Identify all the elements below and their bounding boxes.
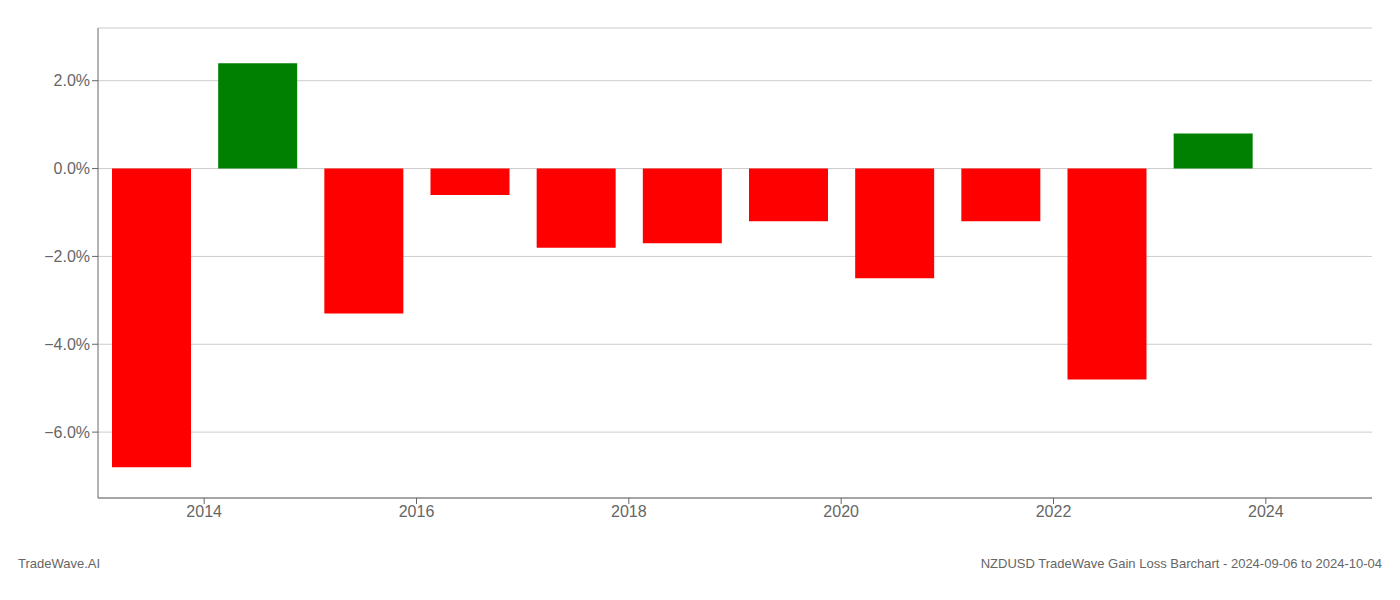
svg-text:−2.0%: −2.0% <box>44 248 90 265</box>
svg-text:2014: 2014 <box>186 503 222 520</box>
html-text:NZDUSD TradeWave Gain Loss Bar: NZDUSD TradeWave Gain Loss Barchart - 20… <box>980 556 1382 571</box>
html-text:TradeWave.AI: TradeWave.AI <box>18 556 101 571</box>
svg-text:2022: 2022 <box>1036 503 1072 520</box>
svg-text:2020: 2020 <box>823 503 859 520</box>
svg-text:−6.0%: −6.0% <box>44 424 90 441</box>
svg-text:2018: 2018 <box>611 503 647 520</box>
svg-text:2024: 2024 <box>1248 503 1284 520</box>
svg-text:0.0%: 0.0% <box>54 160 90 177</box>
svg-text:2016: 2016 <box>399 503 435 520</box>
svg-text:2.0%: 2.0% <box>54 72 90 89</box>
svg-text:−4.0%: −4.0% <box>44 336 90 353</box>
